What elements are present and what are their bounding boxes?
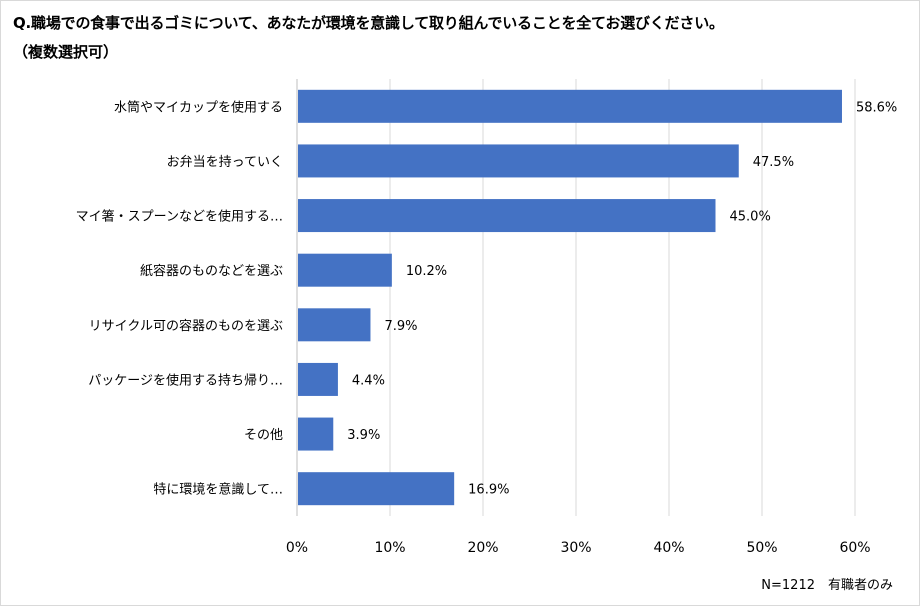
category-label: リサイクル可の容器のものを選ぶ: [89, 318, 283, 334]
category-label: お弁当を持っていく: [167, 155, 283, 170]
labels: 0% 10% 20% 30% 40% 50% 60% 水筒やマイカップを使用する 58.6% お弁…: [76, 99, 898, 556]
x-tick-label: 50%: [746, 540, 777, 556]
bar: [298, 89, 842, 123]
x-tick-label: 10%: [374, 540, 405, 556]
x-tick-label: 60%: [839, 540, 870, 556]
x-tick-label: 40%: [653, 540, 684, 556]
data-label: 4.4%: [352, 373, 385, 388]
bar: [298, 362, 338, 396]
bar: [298, 308, 371, 342]
category-label: 特に環境を意識して…: [153, 482, 283, 498]
chart-subtitle: （複数選択可）: [13, 43, 119, 61]
bar: [298, 472, 455, 506]
bar: [298, 253, 392, 287]
category-label: 水筒やマイカップを使用する: [114, 99, 283, 115]
data-label: 7.9%: [384, 319, 417, 334]
bar: [298, 417, 334, 451]
data-label: 10.2%: [406, 264, 447, 279]
category-label: その他: [244, 428, 283, 443]
bars: [298, 89, 842, 506]
x-tick-label: 30%: [560, 540, 591, 556]
category-label: 紙容器のものなどを選ぶ: [140, 263, 283, 279]
data-label: 58.6%: [856, 100, 897, 115]
x-tick-label: 0%: [286, 540, 308, 556]
data-label: 3.9%: [347, 428, 380, 443]
chart-title: Q.職場での食事で出るゴミについて、あなたが環境を意識して取り組んでいることを全…: [13, 14, 724, 32]
x-tick-label: 20%: [467, 540, 498, 556]
bar: [298, 199, 716, 233]
data-label: 16.9%: [468, 483, 509, 498]
bar: [298, 144, 739, 178]
category-label: パッケージを使用する持ち帰り…: [88, 372, 283, 388]
category-label: マイ箸・スプーンなどを使用する…: [76, 209, 283, 225]
sample-size-note: N=1212 有職者のみ: [761, 578, 893, 593]
data-label: 45.0%: [730, 210, 771, 225]
data-label: 47.5%: [753, 155, 794, 170]
